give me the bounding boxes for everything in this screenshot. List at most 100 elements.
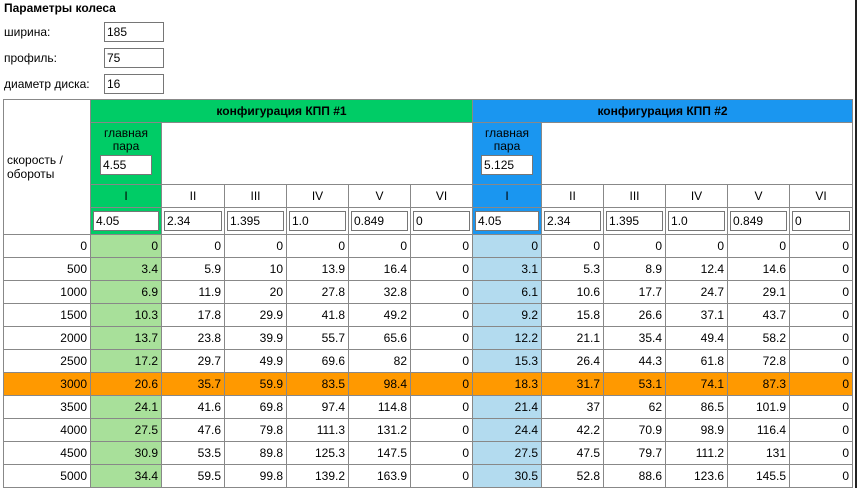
speed: 89.8 (224, 441, 287, 465)
ratio-cell: 4.05 (472, 207, 543, 235)
ratio-input[interactable]: 0.849 (730, 211, 788, 231)
speed: 0 (789, 303, 854, 327)
header-row: скорость / обороты конфигурация КПП #1 кон… (3, 99, 854, 235)
speed: 147.5 (348, 441, 411, 465)
speed: 139.2 (286, 464, 349, 488)
speed: 10.3 (90, 303, 162, 327)
speed: 49.4 (665, 326, 729, 350)
speed: 44.3 (603, 349, 667, 373)
speed: 69.6 (286, 349, 349, 373)
param-label: диаметр диска: (4, 77, 90, 91)
speed: 116.4 (727, 418, 791, 442)
speed: 27.5 (472, 441, 543, 465)
speed: 17.8 (161, 303, 225, 327)
speed: 0 (409, 464, 474, 488)
rpm: 500 (3, 257, 91, 281)
speed: 0 (409, 257, 474, 281)
param-label: ширина: (4, 25, 51, 39)
speed: 98.4 (348, 372, 411, 396)
speed: 35.7 (161, 372, 225, 396)
ratio-cell: 0.849 (348, 207, 411, 235)
empty (160, 122, 474, 185)
speed: 65.6 (348, 326, 411, 350)
speed: 12.4 (665, 257, 729, 281)
speed: 20.6 (90, 372, 162, 396)
ratio-input[interactable]: 0.849 (351, 211, 408, 231)
speed: 131.2 (348, 418, 411, 442)
main-pair-cell: главная пара 5.125 (472, 122, 543, 185)
speed: 29.1 (727, 280, 791, 304)
speed: 13.7 (90, 326, 162, 350)
gear-name: III (603, 184, 667, 208)
speed: 0 (409, 280, 474, 304)
empty (541, 122, 854, 185)
ratio-input[interactable]: 2.34 (544, 211, 602, 231)
speed: 0 (789, 280, 854, 304)
speed: 58.2 (727, 326, 791, 350)
speed: 0 (789, 395, 854, 419)
main-pair-cell: главная пара 4.55 (90, 122, 162, 185)
ratio-cell: 1.395 (603, 207, 667, 235)
speed: 0 (409, 441, 474, 465)
param-input[interactable]: 185 (104, 22, 164, 42)
speed: 88.6 (603, 464, 667, 488)
main-pair-label: главная пара (104, 126, 148, 153)
speed: 23.8 (161, 326, 225, 350)
main-pair-input[interactable]: 5.125 (481, 155, 534, 175)
speed: 0 (472, 234, 543, 258)
ratio-cell: 0 (409, 207, 474, 235)
speed: 42.2 (541, 418, 605, 442)
ratio-input[interactable]: 2.34 (164, 211, 222, 231)
speed: 0 (789, 464, 854, 488)
speed: 0 (90, 234, 162, 258)
speed: 43.7 (727, 303, 791, 327)
ratio-input[interactable]: 1.0 (289, 211, 346, 231)
speed: 111.3 (286, 418, 349, 442)
speed: 111.2 (665, 441, 729, 465)
config-title: конфигурация КПП #2 (472, 99, 854, 123)
speed: 53.1 (603, 372, 667, 396)
ratio-input[interactable]: 4.05 (93, 211, 159, 231)
speed: 0 (409, 326, 474, 350)
speed: 26.6 (603, 303, 667, 327)
ratio-input[interactable]: 0 (792, 211, 851, 231)
gear-name: IV (665, 184, 729, 208)
data-row: 2000 13.7 23.8 39.9 55.7 65.6 0 12.2 21.1 35.4 49.… (3, 326, 854, 350)
rpm: 2500 (3, 349, 91, 373)
speed: 70.9 (603, 418, 667, 442)
speed: 13.9 (286, 257, 349, 281)
speed: 59.9 (224, 372, 287, 396)
speed: 11.9 (161, 280, 225, 304)
ratio-input[interactable]: 0 (413, 211, 471, 231)
config-title: конфигурация КПП #1 (89, 99, 474, 123)
speed: 21.4 (472, 395, 543, 419)
gear-name: II (161, 184, 225, 208)
speed: 20 (224, 280, 287, 304)
ratio-input[interactable]: 1.395 (227, 211, 284, 231)
data-row: 4000 27.5 47.6 79.8 111.3 131.2 0 24.4 42.2 70.9 9… (3, 418, 854, 442)
speed: 6.9 (90, 280, 162, 304)
ratio-input[interactable]: 1.0 (668, 211, 726, 231)
speed: 82 (348, 349, 411, 373)
speed: 0 (409, 372, 474, 396)
speed: 0 (348, 234, 411, 258)
param-row: профиль: 75 (4, 48, 164, 68)
param-input[interactable]: 75 (104, 48, 164, 68)
speed: 114.8 (348, 395, 411, 419)
speed: 8.9 (603, 257, 667, 281)
speed: 0 (409, 418, 474, 442)
main-pair-input[interactable]: 4.55 (100, 155, 152, 175)
ratio-cell: 4.05 (90, 207, 162, 235)
ratio-input[interactable]: 4.05 (475, 211, 540, 231)
param-input[interactable]: 16 (104, 74, 164, 94)
gear-name: V (727, 184, 791, 208)
speed: 131 (727, 441, 791, 465)
gear-name: VI (409, 184, 474, 208)
speed: 79.8 (224, 418, 287, 442)
ratio-input[interactable]: 1.395 (606, 211, 664, 231)
ratio-cell: 2.34 (541, 207, 605, 235)
rpm: 0 (3, 234, 91, 258)
speed: 6.1 (472, 280, 543, 304)
speed: 26.4 (541, 349, 605, 373)
